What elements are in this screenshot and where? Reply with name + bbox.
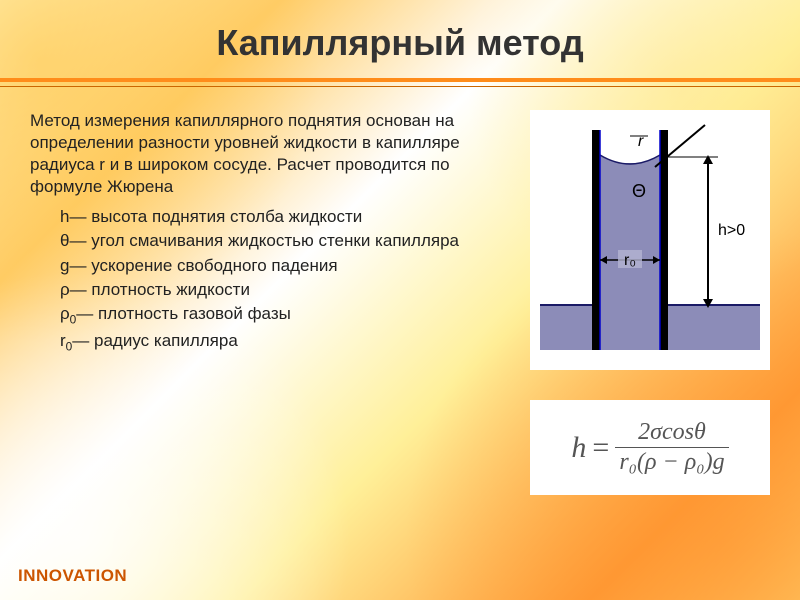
definition-row: h — высота поднятия столба жидкости bbox=[60, 206, 510, 228]
formula-numerator: 2σcosθ bbox=[634, 420, 710, 447]
capillary-diagram: rΘr₀h>0 bbox=[530, 110, 770, 370]
formula-eq: = bbox=[592, 431, 609, 465]
formula-lhs: h bbox=[571, 431, 586, 465]
intro-paragraph: Метод измерения капиллярного поднятия ос… bbox=[30, 110, 510, 198]
definition-row: r0 — радиус капилляра bbox=[60, 330, 510, 355]
divider-main bbox=[0, 78, 800, 82]
page-title: Капиллярный метод bbox=[0, 22, 800, 64]
svg-text:r₀: r₀ bbox=[624, 252, 636, 269]
logo: INNOVATION bbox=[18, 566, 127, 586]
definition-row: g — ускорение свободного падения bbox=[60, 255, 510, 277]
formula-denominator: r₀(ρ − ρ₀)g bbox=[615, 447, 728, 475]
definition-row: ρ — плотность жидкости bbox=[60, 279, 510, 301]
svg-text:h>0: h>0 bbox=[718, 222, 745, 239]
text-content: Метод измерения капиллярного поднятия ос… bbox=[30, 110, 510, 356]
definition-row: ρ0 — плотность газовой фазы bbox=[60, 303, 510, 328]
divider-thin bbox=[0, 86, 800, 87]
svg-text:Θ: Θ bbox=[632, 181, 646, 201]
jurin-formula: h = 2σcosθ r₀(ρ − ρ₀)g bbox=[530, 400, 770, 495]
definition-row: θ — угол смачивания жидкостью стенки кап… bbox=[60, 230, 510, 252]
